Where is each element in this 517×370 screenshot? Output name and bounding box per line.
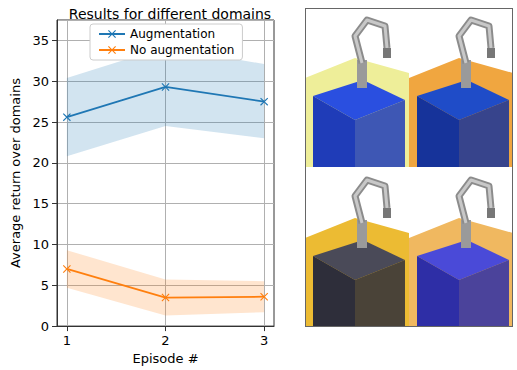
svg-text:Results for different domains: Results for different domains bbox=[69, 6, 271, 22]
svg-text:1: 1 bbox=[63, 333, 71, 348]
svg-text:Average return over domains: Average return over domains bbox=[8, 78, 23, 268]
svg-text:5: 5 bbox=[41, 278, 49, 293]
svg-text:No augmentation: No augmentation bbox=[130, 43, 234, 57]
svg-text:Augmentation: Augmentation bbox=[130, 27, 215, 41]
svg-text:15: 15 bbox=[32, 196, 49, 211]
svg-text:30: 30 bbox=[32, 74, 49, 89]
svg-text:Episode #: Episode # bbox=[132, 351, 198, 366]
svg-text:20: 20 bbox=[32, 155, 49, 170]
svg-text:25: 25 bbox=[32, 115, 49, 130]
svg-text:2: 2 bbox=[161, 333, 169, 348]
svg-text:35: 35 bbox=[32, 33, 49, 48]
svg-text:10: 10 bbox=[32, 237, 49, 252]
svg-text:3: 3 bbox=[260, 333, 268, 348]
svg-text:0: 0 bbox=[41, 319, 49, 334]
